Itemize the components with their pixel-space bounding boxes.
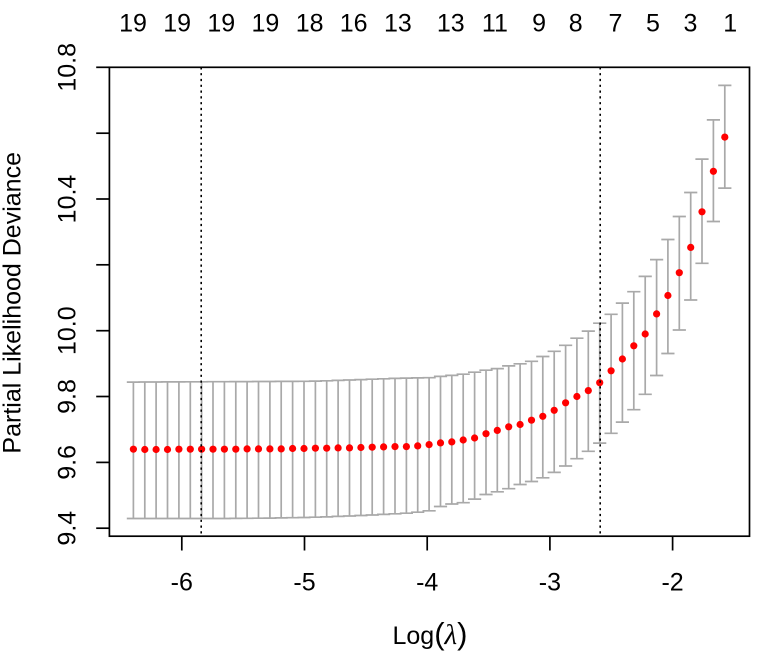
svg-text:1: 1	[723, 10, 737, 38]
svg-text:16: 16	[340, 10, 368, 38]
svg-text:Partial Likelihood Deviance: Partial Likelihood Deviance	[0, 152, 27, 454]
svg-text:-4: -4	[416, 569, 438, 597]
svg-text:19: 19	[163, 10, 191, 38]
svg-text:19: 19	[119, 10, 147, 38]
svg-text:19: 19	[207, 10, 235, 38]
svg-text:10.0: 10.0	[54, 306, 82, 355]
svg-text:9: 9	[532, 10, 546, 38]
svg-text:7: 7	[609, 10, 623, 38]
svg-text:Log(λ): Log(λ)	[393, 616, 468, 651]
svg-text:9.4: 9.4	[54, 511, 82, 546]
svg-text:-3: -3	[539, 569, 561, 597]
svg-text:9.8: 9.8	[54, 379, 82, 414]
svg-text:13: 13	[384, 10, 412, 38]
svg-text:-6: -6	[171, 569, 193, 597]
svg-text:5: 5	[646, 10, 660, 38]
svg-text:19: 19	[251, 10, 279, 38]
svg-text:3: 3	[684, 10, 698, 38]
svg-text:10.4: 10.4	[54, 175, 82, 224]
svg-text:9.6: 9.6	[54, 445, 82, 480]
svg-text:8: 8	[569, 10, 583, 38]
svg-text:-2: -2	[661, 569, 683, 597]
svg-text:18: 18	[296, 10, 324, 38]
svg-text:11: 11	[482, 10, 508, 38]
svg-text:13: 13	[437, 10, 465, 38]
svg-text:-5: -5	[293, 569, 315, 597]
svg-text:10.8: 10.8	[54, 43, 82, 92]
